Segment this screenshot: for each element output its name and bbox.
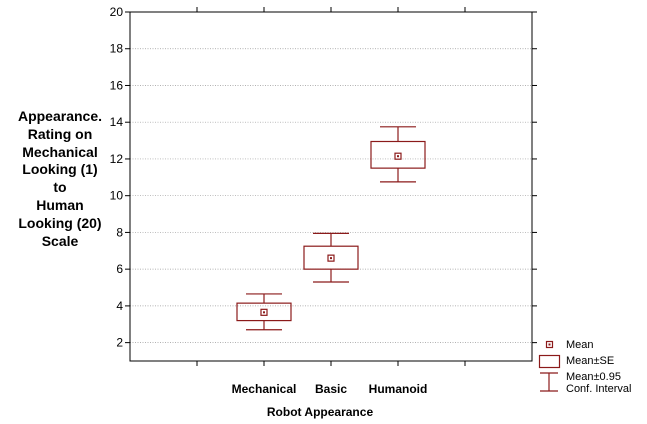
x-axis-ticks: Mechanical Basic Humanoid [196,7,466,396]
mean-marker-dot [397,155,399,158]
y-tick-label: 6 [116,262,123,276]
y-axis-label-line: Looking (20) [18,214,102,231]
y-tick-label: 2 [116,336,123,350]
plot-frame [129,11,533,362]
se-box-icon [538,354,561,369]
legend: Mean Mean±SE Mean±0.95 Conf. Interval [538,338,646,400]
box-mechanical [236,293,292,331]
legend-item-mean: Mean [538,338,646,354]
y-tick-label: 16 [110,78,124,92]
y-axis-label: Appearance. Rating on Mechanical Looking (1… [0,108,120,250]
legend-item-se: Mean±SE [538,354,646,370]
box-humanoid [370,126,426,183]
y-axis-label-line: to [53,179,67,196]
y-axis-label-line: Human [36,196,84,213]
mean-marker-icon [545,340,554,349]
gridlines [130,48,532,343]
se-box [370,140,426,169]
ci-whisker-icon [540,372,558,392]
se-box [236,302,292,322]
x-axis-label: Robot Appearance [266,405,374,419]
mean-marker-dot [263,311,265,314]
mean-marker [327,254,335,262]
mean-marker [260,308,268,316]
box-plots [236,126,426,331]
y-tick-label: 4 [116,299,123,313]
legend-label-se: Mean±SE [566,355,615,367]
y-tick-label: 12 [110,152,124,166]
y-axis-label-line: Appearance. [17,108,103,124]
mean-marker [394,152,402,160]
legend-label-mean: Mean [566,339,594,351]
y-tick-label: 14 [110,115,124,129]
y-axis-ticks: 2 4 6 8 10 12 14 16 18 20 [110,5,537,350]
x-tick-label: Humanoid [369,382,428,396]
y-tick-label: 10 [110,189,124,203]
x-tick-label: Basic [315,382,347,396]
box-basic [303,232,359,283]
y-axis-label-line: Scale [41,232,79,249]
y-axis-label-line: Looking (1) [22,161,98,178]
y-axis-label-line: Rating on [27,125,93,142]
y-axis-label-line: Mechanical [22,143,98,160]
y-tick-label: 18 [110,42,124,56]
mean-marker-dot [330,257,332,260]
y-tick-label: 8 [116,225,123,239]
legend-label-ci-2: Conf. Interval [566,383,632,395]
legend-label-ci-1: Mean±0.95 [566,371,621,383]
legend-item-ci: Mean±0.95 Conf. Interval [538,370,646,400]
axes [129,11,533,362]
se-box [303,245,359,270]
y-tick-label: 20 [110,5,124,19]
x-tick-label: Mechanical [232,382,297,396]
